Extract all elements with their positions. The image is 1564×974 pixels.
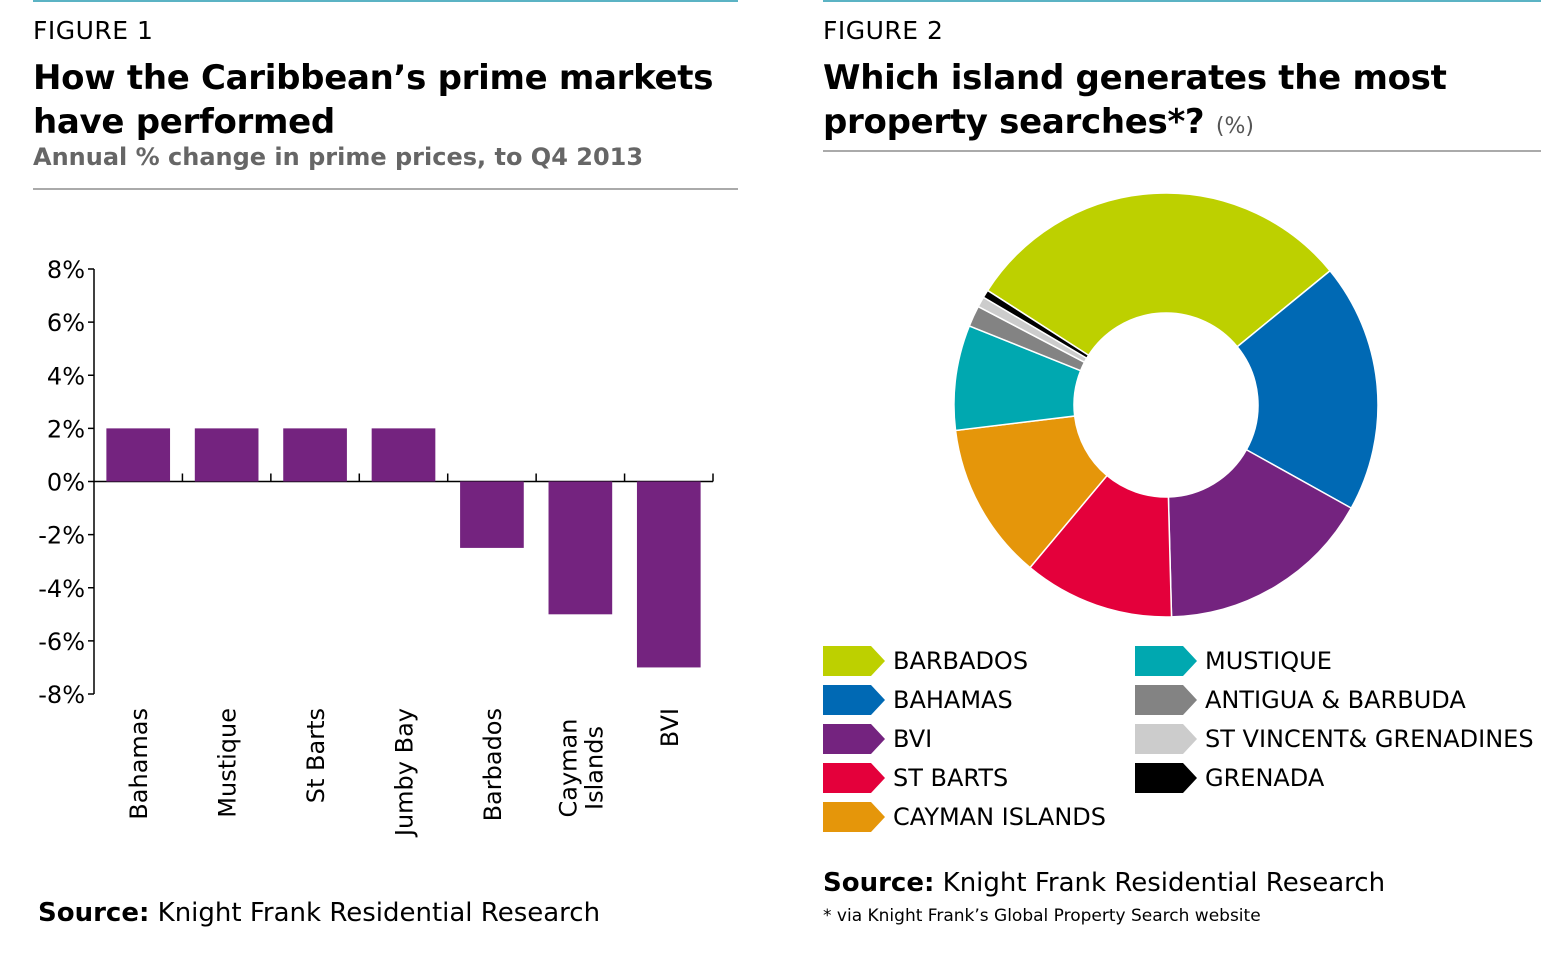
legend-item: BVI (823, 724, 932, 754)
chart-title: How the Caribbean’s prime markets have p… (33, 56, 713, 144)
chart-title-unit: (%) (1215, 114, 1254, 139)
bar-cayman-islands (548, 481, 613, 615)
chart-title-line-1: Which island generates the most (823, 58, 1447, 98)
legend-label: ANTIGUA & BARBUDA (1205, 686, 1466, 714)
legend-label: MUSTIQUE (1205, 647, 1332, 675)
legend-item: ST BARTS (823, 763, 1008, 793)
legend-swatch (823, 763, 885, 793)
legend-swatch (823, 646, 885, 676)
x-category-label: BVI (656, 708, 684, 747)
legend-swatch (1135, 646, 1197, 676)
chart-title: Which island generates the most property… (823, 56, 1447, 149)
donut-chart (953, 192, 1379, 618)
source-label: Source: (823, 868, 935, 898)
y-tick-label: 4% (47, 362, 85, 390)
x-category-label-line: Bahamas (125, 708, 153, 820)
slice-bahamas (1236, 269, 1379, 510)
legend-label: ST BARTS (893, 764, 1009, 792)
x-category-label-line: Cayman (554, 719, 582, 818)
legend-item: ST VINCENT& GRENADINES (1135, 724, 1534, 754)
legend-item: ANTIGUA & BARBUDA (1135, 685, 1466, 715)
y-tick-label: 6% (47, 309, 85, 337)
legend-item: GRENADA (1135, 763, 1324, 793)
x-category-label-line: Mustique (214, 708, 242, 818)
x-category-label-line: Islands (580, 726, 608, 810)
chart-title-line-1: How the Caribbean’s prime markets (33, 58, 714, 98)
bar-st-barts (283, 428, 347, 482)
legend-swatch (823, 724, 885, 754)
legend-swatch (1135, 763, 1197, 793)
donut-legend: BARBADOS BAHAMAS BVI ST BARTS CAYMAN ISLANDS… (823, 646, 1541, 846)
title-divider (33, 188, 738, 190)
source-line: Source: Knight Frank Residential Researc… (823, 868, 1385, 898)
top-accent-line (33, 0, 738, 2)
source-label: Source: (38, 898, 150, 928)
y-tick-label: -2% (38, 522, 85, 550)
x-category-label: Barbados (479, 708, 507, 821)
x-category-label: Mustique (214, 708, 242, 818)
y-tick-label: 0% (47, 469, 85, 497)
y-tick-label: -6% (38, 628, 85, 656)
chart-title-line-2: have performed (33, 102, 335, 142)
bar-chart: 8% 6% 4% 2% 0% -2% -4% -6% -8% Bahamas Mustique St … (38, 256, 714, 838)
bar-bvi (636, 481, 701, 668)
chart-subtitle: Annual % change in prime prices, to Q4 2… (33, 143, 644, 171)
bar-mustique (194, 428, 259, 482)
slice-grenada (982, 289, 1090, 360)
x-category-label-line: St Barts (302, 708, 330, 803)
slice-bvi (1167, 448, 1353, 618)
legend-item: CAYMAN ISLANDS (823, 802, 1106, 832)
x-category-label-line: Jumby Bay (391, 708, 419, 838)
legend-swatch (1135, 685, 1197, 715)
source-text: Knight Frank Residential Research (149, 898, 601, 928)
bar-bahamas (106, 428, 171, 482)
x-category-label: St Barts (302, 708, 330, 803)
legend-label: GRENADA (1205, 764, 1325, 792)
y-tick-label: -4% (38, 575, 85, 603)
figure-label: FIGURE 1 (33, 16, 154, 45)
figure-1-panel: FIGURE 1 How the Caribbean’s prime marke… (33, 0, 738, 974)
footnote: * via Knight Frank’s Global Property Sea… (823, 906, 1261, 926)
figure-label: FIGURE 2 (823, 16, 944, 45)
bar-jumby-bay (371, 428, 436, 482)
source-text: Knight Frank Residential Research (934, 868, 1386, 898)
legend-item: BAHAMAS (823, 685, 1013, 715)
x-category-label-line: BVI (656, 708, 684, 747)
legend-swatch (1135, 724, 1197, 754)
title-divider (823, 150, 1541, 152)
legend-label: CAYMAN ISLANDS (893, 803, 1106, 831)
legend-label: BVI (893, 725, 933, 753)
legend-item: MUSTIQUE (1135, 646, 1332, 676)
x-category-label: Jumby Bay (391, 708, 419, 838)
chart-title-line-2-text: property searches*? (823, 102, 1205, 142)
bar-barbados (460, 481, 524, 548)
top-accent-line (823, 0, 1541, 2)
y-tick-label: 2% (47, 415, 85, 443)
legend-swatch (823, 802, 885, 832)
legend-item: BARBADOS (823, 646, 1028, 676)
legend-label: BAHAMAS (893, 686, 1013, 714)
x-category-label-line: Barbados (479, 708, 507, 821)
figure-2-panel: FIGURE 2 Which island generates the most… (823, 0, 1541, 974)
legend-label: ST VINCENT& GRENADINES (1205, 725, 1534, 753)
y-tick-label: 8% (47, 256, 85, 284)
source-line: Source: Knight Frank Residential Researc… (38, 898, 600, 928)
x-category-label: Bahamas (125, 708, 153, 820)
y-tick-label: -8% (38, 681, 85, 709)
legend-swatch (823, 685, 885, 715)
chart-title-line-2: property searches*? (%) (823, 100, 1447, 149)
slice-cayman-islands (954, 415, 1109, 569)
slice-barbados (986, 192, 1332, 357)
legend-label: BARBADOS (893, 647, 1029, 675)
